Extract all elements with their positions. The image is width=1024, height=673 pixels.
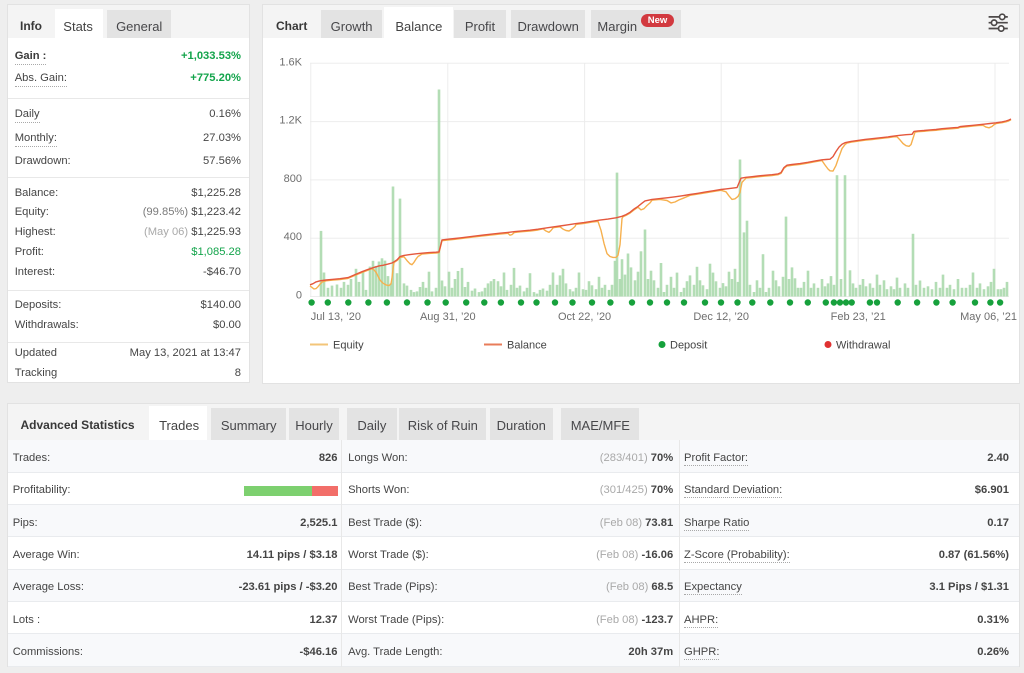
svg-text:Withdrawal: Withdrawal: [836, 340, 890, 352]
svg-text:0: 0: [296, 290, 302, 302]
svg-text:Deposit: Deposit: [670, 340, 707, 352]
svg-text:1.6K: 1.6K: [279, 56, 302, 68]
svg-text:400: 400: [284, 231, 302, 243]
svg-text:800: 800: [284, 173, 302, 185]
svg-text:Equity: Equity: [333, 340, 364, 352]
svg-text:Balance: Balance: [507, 340, 547, 352]
svg-text:1.2K: 1.2K: [279, 115, 302, 127]
svg-text:Jul 13, ’20: Jul 13, ’20: [311, 311, 361, 323]
svg-text:Oct 22, ’20: Oct 22, ’20: [558, 311, 611, 323]
svg-text:Feb 23, ’21: Feb 23, ’21: [831, 311, 886, 323]
svg-text:Aug 31, ’20: Aug 31, ’20: [420, 311, 476, 323]
svg-text:May 06, ’21: May 06, ’21: [960, 311, 1017, 323]
svg-text:Dec 12, ’20: Dec 12, ’20: [693, 311, 749, 323]
